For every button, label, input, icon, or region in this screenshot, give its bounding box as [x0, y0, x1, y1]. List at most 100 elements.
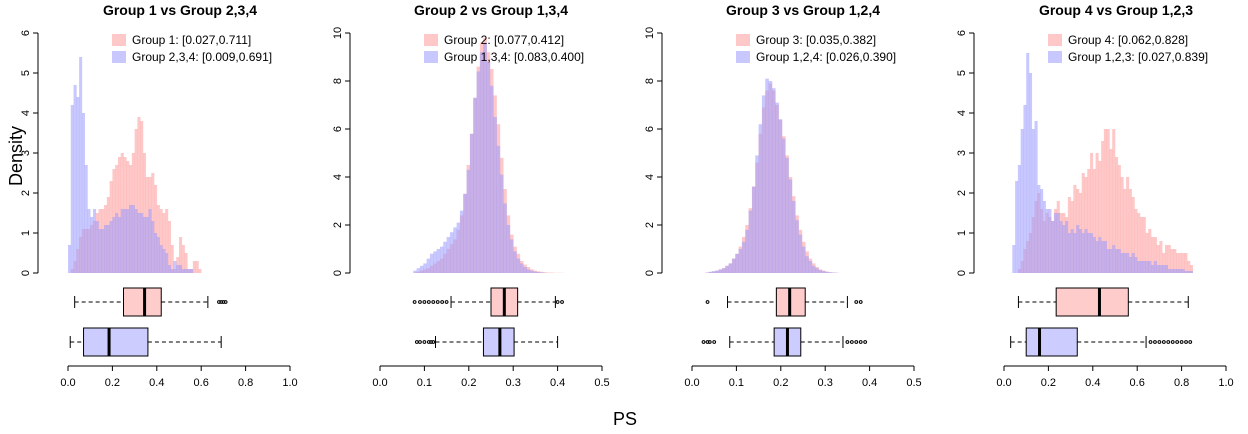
histogram-bar	[176, 265, 180, 273]
legend-label: Group 2,3,4: [0.009,0.691]	[132, 50, 272, 64]
histogram-bar	[87, 209, 91, 273]
histogram-bar	[1117, 165, 1121, 273]
histogram-bar	[1142, 217, 1146, 273]
histogram-bar	[469, 133, 474, 273]
histogram-bar	[1162, 253, 1166, 273]
x-tick-label: 0.4	[862, 377, 877, 389]
histogram-bar	[112, 217, 116, 273]
legend-label: Group 3: [0.035,0.382]	[756, 33, 876, 47]
histogram-bar	[1073, 233, 1077, 273]
histogram-bar	[1187, 271, 1191, 273]
histogram-bar	[728, 263, 733, 273]
y-tick-label: 4	[644, 174, 656, 180]
panel-3: Group 3 vs Group 1,2,4 0 2 4 6 8 10 Group 3: [0…	[644, 2, 922, 389]
legend-swatch	[736, 34, 750, 46]
histogram-bar	[496, 145, 501, 273]
histogram-bar	[1020, 129, 1024, 273]
histogram-series-rest	[1012, 53, 1193, 273]
histogram-bar	[190, 269, 194, 273]
histogram-bar	[117, 157, 122, 273]
boxplot-rest	[69, 327, 222, 357]
histogram-bar	[81, 113, 85, 273]
histogram-bar	[1170, 249, 1174, 273]
panel-title: Group 1 vs Group 2,3,4	[103, 2, 257, 18]
outlier-point	[217, 300, 221, 304]
box-iqr	[1025, 327, 1078, 357]
histogram-bar	[1181, 253, 1185, 273]
histogram-bar	[503, 203, 507, 273]
histogram-bar	[493, 117, 497, 273]
histogram-bar	[808, 261, 813, 273]
histogram-bar	[506, 225, 511, 273]
histogram-bar	[1176, 269, 1180, 273]
histogram-bar	[129, 205, 133, 273]
panels: Group 1 vs Group 2,3,4 0 1 2 3 4 5 6 Group 1: [0…	[20, 2, 1234, 389]
histogram-bar	[68, 245, 72, 273]
histogram-bar	[98, 229, 102, 273]
histogram-bar	[748, 210, 753, 273]
histogram-bar	[1153, 261, 1157, 273]
histogram-bar	[151, 221, 155, 273]
histogram-bar	[1034, 121, 1038, 273]
x-tick-label: 0.2	[105, 377, 120, 389]
histogram-bar	[1012, 245, 1016, 273]
panel-title: Group 2 vs Group 1,3,4	[414, 2, 568, 18]
histogram-bar	[1181, 269, 1185, 273]
histogram-bar	[1162, 265, 1166, 273]
x-tick-label: 0.0	[684, 377, 699, 389]
outlier-point	[705, 300, 710, 304]
x-tick-label: 0.3	[818, 377, 833, 389]
panel-title: Group 3 vs Group 1,2,4	[726, 2, 880, 18]
histogram-bar	[473, 97, 477, 273]
histogram-bar	[154, 185, 158, 273]
histogram-bar	[1059, 221, 1063, 273]
histogram-bar	[1123, 253, 1127, 273]
legend-swatch	[1048, 51, 1062, 63]
histogram-bar	[413, 270, 417, 273]
histogram-series-rest	[413, 42, 547, 274]
outlier-point	[1188, 340, 1193, 344]
histogram-bar	[536, 272, 541, 273]
histogram-bar	[825, 271, 829, 273]
histogram-bar	[70, 105, 74, 273]
outlier-point	[845, 340, 850, 344]
x-tick-label: 0.5	[594, 377, 609, 389]
histogram-bar	[1134, 257, 1138, 273]
histogram-bar	[423, 263, 427, 273]
histogram-bar	[1184, 271, 1188, 273]
histogram-bar	[159, 209, 163, 273]
histogram-bar	[1137, 213, 1141, 273]
histogram-bar	[1017, 165, 1021, 273]
outlier-point	[412, 300, 417, 304]
histogram-bar	[115, 213, 119, 273]
histogram-bar	[95, 221, 99, 273]
outlier-point	[555, 300, 560, 304]
histogram-bar	[1090, 153, 1094, 273]
histogram-bar	[513, 251, 517, 273]
histogram-bar	[456, 222, 461, 273]
histogram-bar	[1101, 241, 1105, 273]
histogram-bar	[1120, 253, 1124, 273]
histogram-bar	[1148, 229, 1152, 273]
histogram-bar	[419, 265, 424, 273]
histogram-bar	[721, 268, 726, 273]
x-tick-label: 0.6	[1130, 377, 1145, 389]
histogram-bar	[815, 268, 819, 273]
histogram-bar	[436, 249, 441, 273]
histogram-bar	[1123, 189, 1127, 273]
histogram-bar	[1187, 261, 1191, 273]
x-tick-label: 0.1	[729, 377, 744, 389]
histogram-bar	[101, 229, 105, 273]
histogram-bar	[140, 121, 144, 273]
histogram-bar	[184, 269, 188, 273]
histogram-bar	[795, 220, 799, 273]
outlier-point	[422, 340, 427, 344]
outlier-point	[440, 300, 445, 304]
histogram-bar	[1145, 233, 1149, 273]
histogram-bar	[529, 270, 534, 273]
histogram-bar	[1095, 241, 1099, 273]
histogram-bar	[745, 229, 749, 273]
outlier-point	[854, 300, 859, 304]
histogram-bar	[1164, 265, 1169, 273]
histogram-bar	[453, 227, 457, 273]
